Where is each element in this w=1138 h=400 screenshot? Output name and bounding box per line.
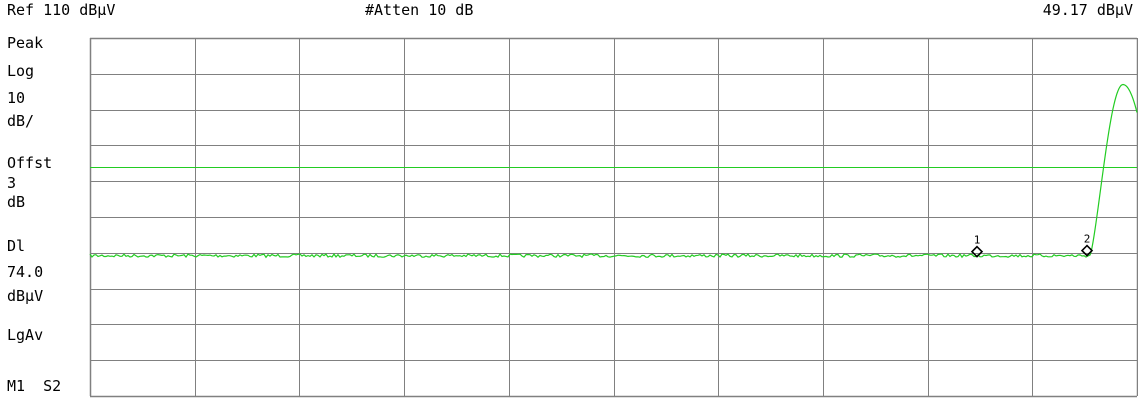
marker-diamond-icon [1080,244,1094,257]
display-line-value: 74.0 [7,263,44,281]
offset-label: Offst [7,154,53,172]
average-mode-label: LgAv [7,326,44,344]
spectrum-trace [89,83,1138,259]
offset-value: 3 [7,174,17,192]
offset-unit: dB [7,193,26,211]
marker-number-label: 1 [974,234,981,247]
marker-amplitude-readout: 49.17 dBµV [1042,1,1133,19]
trigger-mode-label: M1 S2 [7,377,62,395]
graticule [89,37,1138,398]
attenuation-readout: #Atten 10 dB [365,1,474,19]
reference-level-readout: Ref 110 dBµV [7,1,116,19]
scale-value-label: 10 [7,89,26,107]
display-line-label: Dl [7,237,26,255]
scale-type-label: Log [7,62,35,80]
scale-unit-label: dB/ [7,112,35,130]
marker-diamond-icon [970,245,984,258]
marker-number-label: 2 [1084,233,1091,246]
detector-label: Peak [7,34,44,52]
display-line-unit: dBµV [7,287,44,305]
